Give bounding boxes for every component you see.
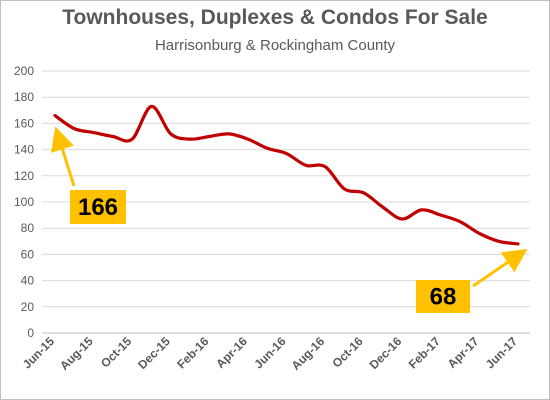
y-tick-label: 120 xyxy=(14,169,34,183)
y-tick-label: 200 xyxy=(14,64,34,78)
callout-arrow xyxy=(51,126,76,187)
y-tick-label: 20 xyxy=(21,300,35,314)
callout-arrow xyxy=(472,248,528,288)
x-tick-label: Jun-16 xyxy=(251,334,288,371)
x-tick-label: Feb-16 xyxy=(174,334,211,371)
y-tick-label: 40 xyxy=(21,274,35,288)
x-tick-label: Jun-17 xyxy=(483,334,520,371)
y-tick-label: 60 xyxy=(21,247,35,261)
chart-title: Townhouses, Duplexes & Condos For Sale xyxy=(62,6,488,29)
series-layer xyxy=(53,104,520,246)
x-tick-label: Feb-17 xyxy=(406,334,443,371)
y-tick-label: 80 xyxy=(21,221,35,235)
x-tick-label: Oct-16 xyxy=(329,334,366,371)
x-tick-label: Apr-17 xyxy=(445,334,482,371)
chart-subtitle: Harrisonburg & Rockingham County xyxy=(154,37,396,54)
annotations: 166 68 xyxy=(51,126,528,313)
y-tick-label: 180 xyxy=(14,90,34,104)
y-tick-label: 0 xyxy=(27,326,34,340)
y-tick-label: 100 xyxy=(14,195,34,209)
x-tick-label: Apr-16 xyxy=(213,334,250,371)
x-tick-label: Jun-15 xyxy=(20,334,57,371)
x-tick-label: Dec-15 xyxy=(135,334,173,372)
y-tick-label: 140 xyxy=(14,143,34,157)
callout-box xyxy=(70,190,126,224)
callout-label: 166 xyxy=(78,194,118,221)
y-tick-label: 160 xyxy=(14,116,34,130)
callout-box xyxy=(416,280,470,313)
x-tick-label: Aug-15 xyxy=(57,334,96,373)
x-tick-label: Oct-15 xyxy=(98,334,135,371)
x-tick-label: Dec-16 xyxy=(367,334,405,372)
x-tick-label: Aug-16 xyxy=(289,334,328,373)
callout-label: 68 xyxy=(430,284,457,311)
